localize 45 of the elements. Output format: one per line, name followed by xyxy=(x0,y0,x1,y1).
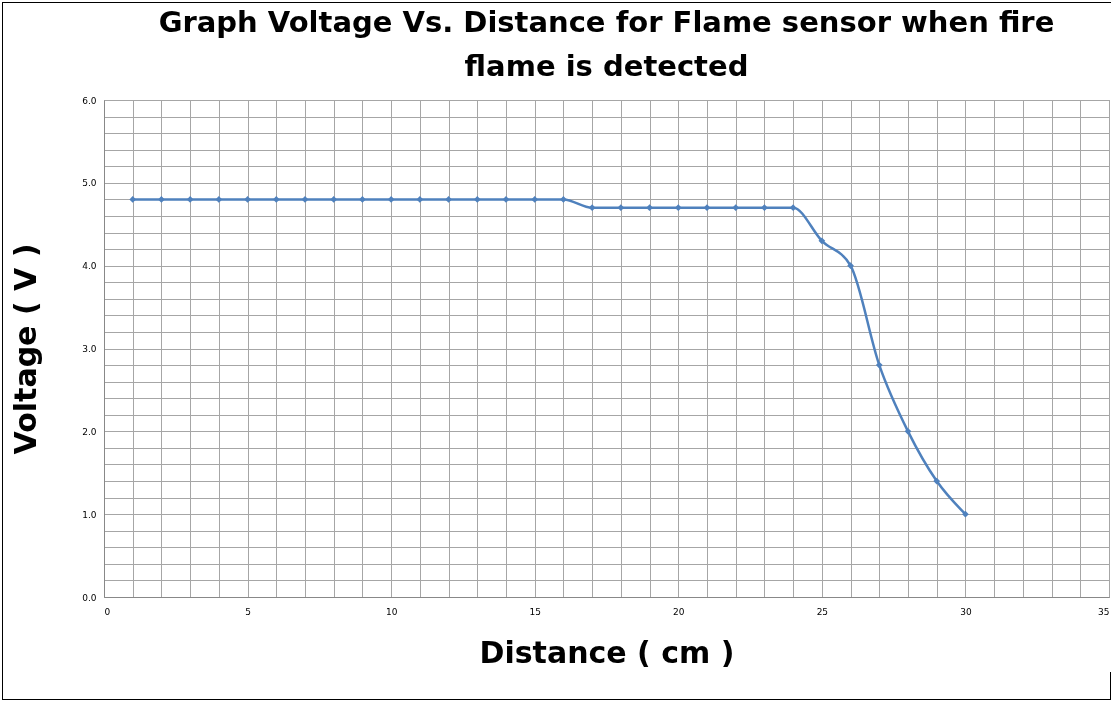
point xyxy=(445,196,452,203)
point xyxy=(761,204,768,212)
point xyxy=(359,196,366,203)
x-tick-label: 30 xyxy=(960,606,972,617)
point xyxy=(244,196,251,203)
point xyxy=(330,196,338,203)
point xyxy=(933,477,941,485)
x-tick-label: 5 xyxy=(245,606,251,617)
y-tick-label: 5.0 xyxy=(82,178,97,189)
x-tick-label: 20 xyxy=(673,606,685,617)
y-tick-label: 3.0 xyxy=(82,344,97,354)
point xyxy=(588,204,596,212)
x-tick-label: 15 xyxy=(529,606,541,617)
point xyxy=(416,196,424,203)
point xyxy=(674,204,682,212)
y-tick-label: 1.0 xyxy=(82,509,97,520)
point xyxy=(473,196,481,203)
x-tick-label: 0 xyxy=(104,606,111,617)
y-tick-label: 6.0 xyxy=(82,95,97,106)
y-tick-label: 2.0 xyxy=(82,426,97,437)
point xyxy=(272,196,280,203)
point xyxy=(789,204,797,212)
point xyxy=(904,427,912,435)
point xyxy=(617,204,625,212)
point xyxy=(186,196,194,203)
y-tick-label: 0.0 xyxy=(82,592,97,603)
point xyxy=(215,196,223,203)
point xyxy=(847,262,854,270)
point xyxy=(531,196,539,203)
point xyxy=(387,196,395,203)
point xyxy=(703,204,711,212)
chart-title: Graph Voltage Vs. Distance for Flame sensor when fire flame is detected xyxy=(158,5,1055,83)
x-tick-label: 35 xyxy=(1098,606,1110,617)
point xyxy=(560,196,567,203)
point xyxy=(129,196,137,203)
y-tick-label: 4.0 xyxy=(82,261,97,272)
point xyxy=(962,510,969,518)
point xyxy=(646,204,653,212)
point xyxy=(158,196,165,203)
x-axis-title: Distance ( cm ) xyxy=(479,634,735,670)
point xyxy=(818,237,826,245)
x-tick-label: 10 xyxy=(385,606,398,617)
point xyxy=(875,361,883,369)
x-tick-label: 25 xyxy=(816,606,829,617)
y-axis-title: Voltage ( V ) xyxy=(8,243,44,455)
